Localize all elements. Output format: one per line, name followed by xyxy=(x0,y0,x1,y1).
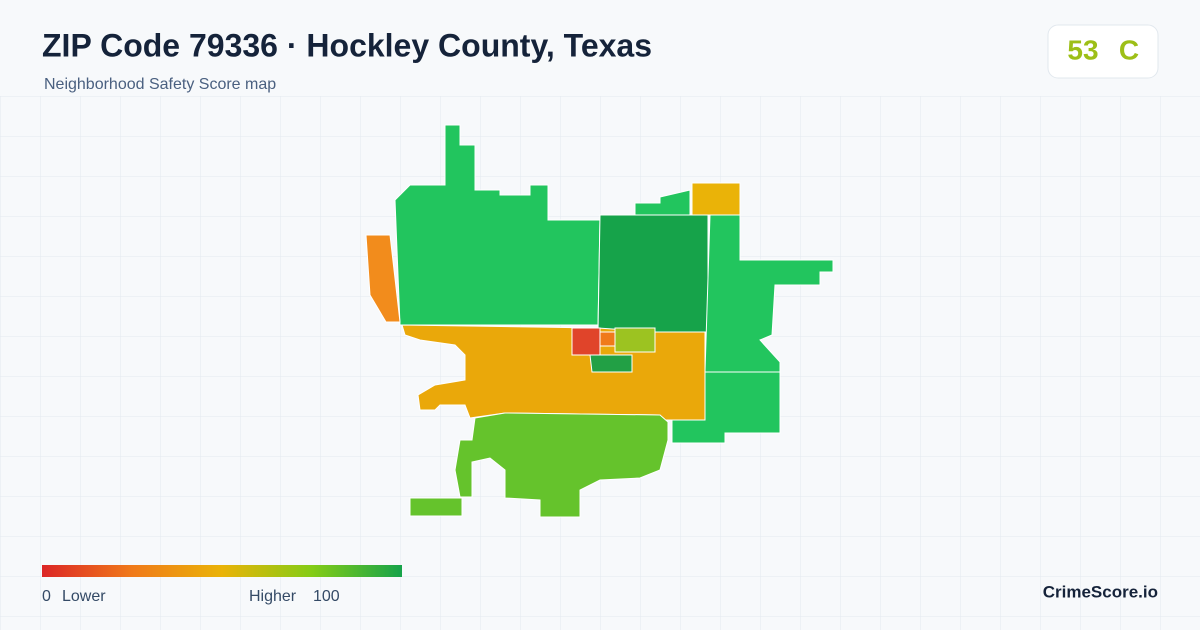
map-region xyxy=(614,327,656,353)
legend-max: 100 xyxy=(313,588,340,605)
map-region xyxy=(365,234,401,323)
map-region xyxy=(704,214,834,373)
score-value: 53 xyxy=(1067,34,1098,65)
map-region xyxy=(571,327,601,356)
legend-min: 0 xyxy=(42,588,51,605)
legend-min-label: Lower xyxy=(62,588,106,605)
map-region xyxy=(691,182,741,216)
map-region xyxy=(599,331,616,347)
map-region xyxy=(597,214,709,333)
subtitle: Neighborhood Safety Score map xyxy=(44,76,276,93)
map xyxy=(365,124,834,518)
title: ZIP Code 79336 · Hockley County, Texas xyxy=(42,27,652,63)
legend-scale xyxy=(42,565,402,577)
map-region xyxy=(634,189,691,216)
score-grade: C xyxy=(1119,34,1139,65)
brand: CrimeScore.io xyxy=(1043,582,1158,601)
map-region xyxy=(454,412,669,518)
legend-max-label: Higher xyxy=(249,588,297,605)
map-region xyxy=(589,354,633,373)
score-badge xyxy=(1047,24,1159,79)
map-region xyxy=(409,497,463,517)
